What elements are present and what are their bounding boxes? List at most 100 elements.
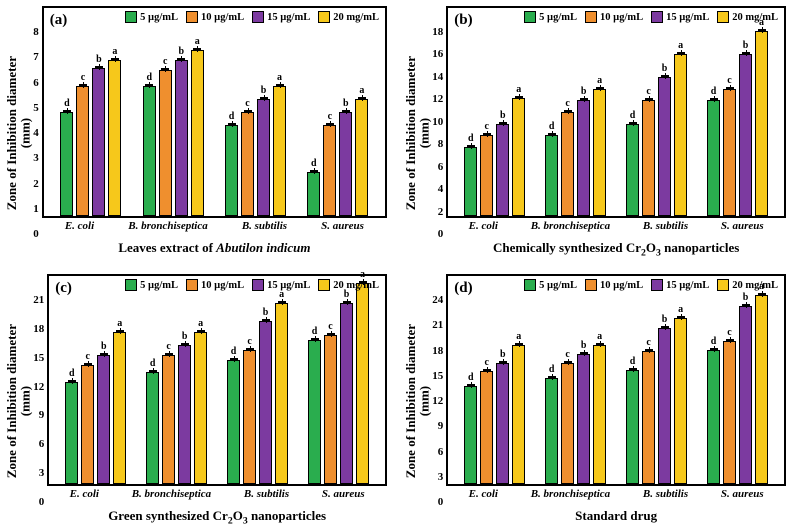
error-bar bbox=[499, 361, 507, 363]
y-axis-area: Zone of Inhibition diameter(mm)876543210 bbox=[4, 6, 42, 260]
bar-wrap: a bbox=[273, 73, 286, 216]
error-bar bbox=[84, 363, 92, 365]
bar bbox=[707, 350, 720, 484]
x-ticks: E. coliB. bronchisepticaB. subtilisS. au… bbox=[42, 218, 387, 240]
y-tick: 5 bbox=[33, 102, 39, 114]
bar bbox=[143, 86, 156, 216]
bar-group: dcba bbox=[464, 332, 525, 484]
legend-label: 15 µg/mL bbox=[666, 280, 709, 291]
bar-wrap: b bbox=[496, 111, 509, 216]
y-tick: 8 bbox=[438, 138, 444, 150]
y-tick: 3 bbox=[39, 467, 45, 479]
x-ticks: E. coliB. bronchisepticaB. subtilisS. au… bbox=[47, 486, 387, 508]
error-bar bbox=[710, 348, 718, 350]
error-bar bbox=[149, 370, 157, 372]
legend-label: 5 µg/mL bbox=[539, 280, 577, 291]
y-tick: 12 bbox=[33, 381, 44, 393]
y-ticks: 181614121086420 bbox=[432, 26, 446, 240]
plot-frame: (d)5 µg/mL10 µg/mL15 µg/mL20 mg/mLdcbadc… bbox=[446, 274, 786, 486]
bar bbox=[159, 70, 172, 216]
bar bbox=[275, 303, 288, 484]
legend-label: 15 µg/mL bbox=[267, 12, 310, 23]
bar-wrap: b bbox=[739, 293, 752, 484]
error-bar bbox=[68, 380, 76, 382]
bar bbox=[92, 68, 105, 216]
error-bar bbox=[193, 48, 201, 50]
bar bbox=[60, 112, 73, 216]
bar-wrap: d bbox=[227, 347, 240, 484]
legend-item: 10 µg/mL bbox=[585, 279, 643, 291]
bar-group: dcba bbox=[707, 18, 768, 216]
bar bbox=[76, 86, 89, 216]
error-bar bbox=[661, 326, 669, 328]
legend-label: 20 mg/mL bbox=[732, 280, 778, 291]
error-bar bbox=[63, 110, 71, 112]
bar-wrap: b bbox=[259, 308, 272, 484]
bar-wrap: b bbox=[577, 87, 590, 216]
error-bar bbox=[661, 75, 669, 77]
bar bbox=[191, 50, 204, 216]
error-bar bbox=[710, 98, 718, 100]
x-tick: S. aureus bbox=[321, 220, 364, 240]
legend-item: 15 µg/mL bbox=[252, 279, 310, 291]
y-tick: 0 bbox=[39, 496, 45, 508]
y-ticks: 211815129630 bbox=[33, 294, 47, 508]
bar bbox=[642, 351, 655, 484]
bar bbox=[323, 125, 336, 216]
error-bar bbox=[483, 133, 491, 135]
legend-swatch bbox=[186, 11, 198, 23]
bars-area: dcbadcbadcbadcba bbox=[49, 276, 385, 484]
y-tick: 4 bbox=[438, 183, 444, 195]
bar bbox=[81, 365, 94, 484]
y-tick: 0 bbox=[33, 228, 39, 240]
bar-wrap: d bbox=[225, 112, 238, 216]
plot-column: (b)5 µg/mL10 µg/mL15 µg/mL20 mg/mLdcbadc… bbox=[446, 6, 786, 260]
bar bbox=[65, 382, 78, 484]
bar-wrap: a bbox=[194, 319, 207, 484]
y-tick: 21 bbox=[432, 319, 443, 331]
bar-wrap: d bbox=[60, 99, 73, 216]
bar-group: dcba bbox=[707, 282, 768, 484]
bar-wrap: a bbox=[674, 41, 687, 216]
x-tick: E. coli bbox=[65, 220, 94, 240]
bar bbox=[642, 100, 655, 216]
bar-wrap: c bbox=[480, 358, 493, 484]
legend-label: 10 µg/mL bbox=[600, 280, 643, 291]
bar bbox=[464, 386, 477, 484]
y-tick: 0 bbox=[438, 228, 444, 240]
bar-wrap: c bbox=[324, 322, 337, 484]
x-tick: S. aureus bbox=[721, 488, 764, 508]
bar bbox=[707, 100, 720, 216]
legend-item: 20 mg/mL bbox=[717, 279, 778, 291]
y-tick: 6 bbox=[438, 161, 444, 173]
bar bbox=[755, 295, 768, 484]
error-bar bbox=[278, 301, 286, 303]
x-axis-label: Standard drug bbox=[446, 508, 786, 528]
error-bar bbox=[262, 319, 270, 321]
bar-wrap: b bbox=[257, 86, 270, 216]
bar-wrap: d bbox=[545, 122, 558, 216]
bar-wrap: a bbox=[755, 18, 768, 216]
bar bbox=[674, 54, 687, 216]
bar bbox=[162, 355, 175, 484]
error-bar bbox=[326, 123, 334, 125]
y-tick: 6 bbox=[33, 77, 39, 89]
x-tick: B. subtilis bbox=[242, 220, 287, 240]
x-ticks: E. coliB. bronchisepticaB. subtilisS. au… bbox=[446, 218, 786, 240]
plot-frame: (c)5 µg/mL10 µg/mL15 µg/mL20 mg/mLdcbadc… bbox=[47, 274, 387, 486]
legend-item: 10 µg/mL bbox=[186, 11, 244, 23]
error-bar bbox=[726, 339, 734, 341]
bar bbox=[674, 318, 687, 484]
plot-frame: (b)5 µg/mL10 µg/mL15 µg/mL20 mg/mLdcbadc… bbox=[446, 6, 786, 218]
bar-wrap: c bbox=[241, 99, 254, 216]
bar bbox=[545, 135, 558, 216]
bar-wrap: b bbox=[577, 341, 590, 484]
bar bbox=[626, 124, 639, 216]
legend-item: 10 µg/mL bbox=[186, 279, 244, 291]
y-tick: 0 bbox=[438, 496, 444, 508]
bar-wrap: c bbox=[81, 352, 94, 484]
bar-wrap: b bbox=[496, 350, 509, 484]
legend-swatch bbox=[186, 279, 198, 291]
bar-wrap: c bbox=[480, 122, 493, 216]
error-bar bbox=[645, 349, 653, 351]
